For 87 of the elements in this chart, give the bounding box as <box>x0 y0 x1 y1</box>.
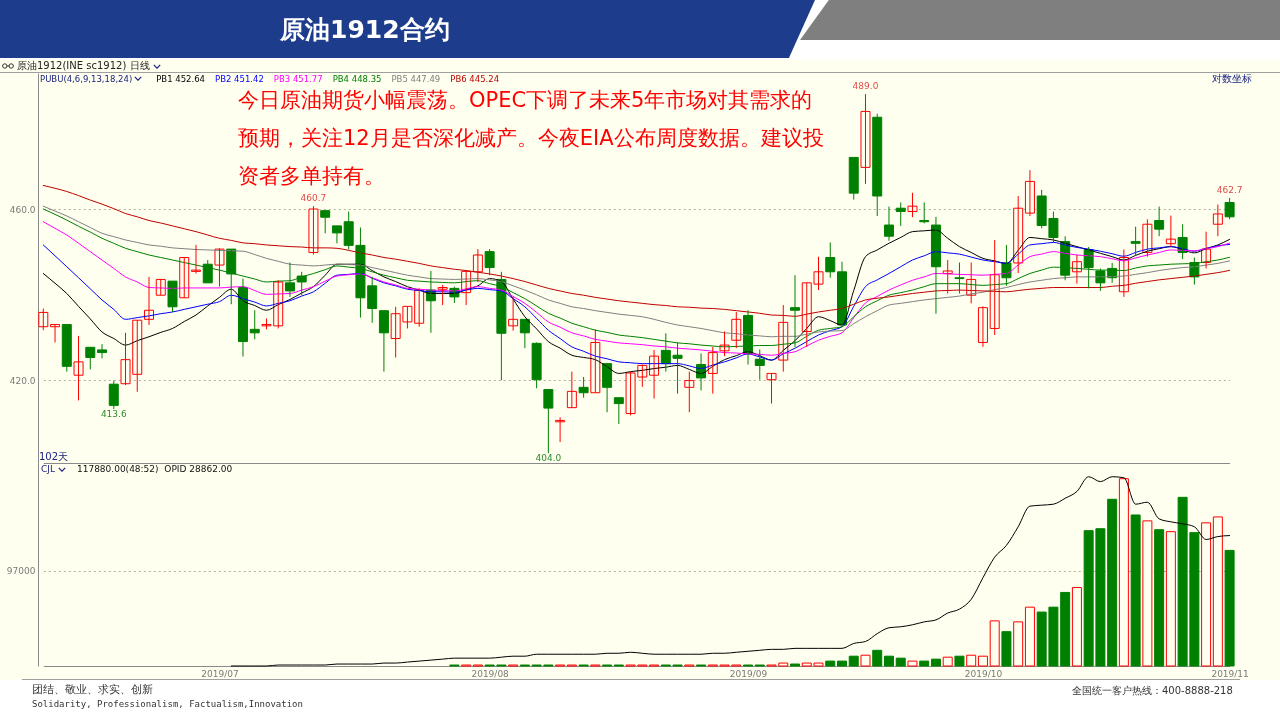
annotation: 对数坐标 <box>1212 72 1252 85</box>
candlestick <box>684 371 695 413</box>
bar <box>989 620 1000 667</box>
bar <box>883 655 894 667</box>
bar <box>919 660 930 667</box>
bar <box>860 654 871 667</box>
candlestick <box>766 372 777 405</box>
bar <box>1001 631 1012 667</box>
annotation: 今日原油期货小幅震荡。OPEC下调了未来5年市场对其需求的预期，关注12月是否深化减产。今夜EIA公布周度数据。建议投资者多单持有。 <box>238 88 824 188</box>
text: 团结、敬业、求实、创新 <box>32 683 153 697</box>
candlestick <box>872 113 883 217</box>
bar <box>1071 587 1082 667</box>
x-tick-label: 2019/11 <box>1211 668 1249 679</box>
bar <box>895 657 906 667</box>
candlestick <box>308 205 319 256</box>
candlestick <box>73 335 84 401</box>
x-tick-label: 2019/07 <box>201 668 239 679</box>
text: PB5 447.49 <box>391 73 441 84</box>
bar <box>1224 549 1235 667</box>
y-tick-label: 420.0 <box>9 375 36 386</box>
text: PB4 448.35 <box>332 73 382 84</box>
candlestick <box>1224 197 1235 220</box>
candlestick <box>954 262 965 294</box>
bar <box>930 658 941 667</box>
bar <box>872 649 883 667</box>
candlestick <box>155 278 166 296</box>
bar <box>977 655 988 667</box>
x-tick-label: 2019/10 <box>964 668 1003 679</box>
candlestick <box>437 284 448 306</box>
bar <box>1118 478 1129 667</box>
candlestick <box>543 389 554 454</box>
candlestick <box>484 248 495 276</box>
candlestick <box>108 380 119 410</box>
annotation: 460.7 <box>300 193 327 204</box>
bar <box>837 660 847 667</box>
candlestick <box>1142 218 1153 258</box>
bar <box>848 655 859 667</box>
text: PB1 452.64 <box>156 73 206 84</box>
bar <box>1013 621 1024 667</box>
chart-subtitle: 117880.00(48:52) OPID 28862.00 <box>76 464 233 474</box>
candlestick <box>85 346 96 370</box>
text: PB6 445.24 <box>450 73 500 84</box>
chart-title: 原油1912合约 <box>280 14 450 46</box>
text: Solidarity, Professionalism, Factualism,Innovation <box>32 699 303 710</box>
candlestick <box>97 343 108 359</box>
candlestick <box>848 156 859 201</box>
bar <box>1142 520 1153 667</box>
annotation: 404.0 <box>535 453 562 464</box>
bar <box>1130 514 1141 667</box>
bar <box>907 660 918 667</box>
candlestick <box>296 271 307 296</box>
annotation: 462.7 <box>1216 185 1243 196</box>
candlestick <box>907 192 918 218</box>
candlestick <box>1130 226 1141 256</box>
candlestick <box>320 210 331 234</box>
annotation: 413.6 <box>100 409 127 420</box>
candlestick <box>61 324 72 373</box>
chart-subtitle: 原油1912(INE sc1912) 日线 <box>17 59 150 73</box>
chart-title: CJL <box>41 464 55 474</box>
candlestick <box>613 397 624 425</box>
bar <box>1154 529 1165 667</box>
candlestick <box>578 376 589 399</box>
x-tick-label: 2019/08 <box>471 668 510 679</box>
candlestick <box>167 280 178 313</box>
candlestick <box>531 341 542 389</box>
bar <box>1212 516 1223 667</box>
bar <box>1201 522 1212 667</box>
y-tick-label: 460.0 <box>9 204 36 215</box>
bar <box>1165 531 1176 667</box>
candlestick <box>214 247 225 288</box>
annotation: 102天 <box>39 450 69 463</box>
bar <box>966 654 977 667</box>
candlestick <box>860 93 871 185</box>
text: 全国统一客户热线：400-8888-218 <box>1072 684 1233 697</box>
legend-title: PUBU(4,6,9,13,18,24) <box>40 73 133 84</box>
bar <box>1024 606 1035 667</box>
x-tick-label: 2019/09 <box>729 668 768 679</box>
text: PB2 451.42 <box>215 73 264 84</box>
bar <box>825 660 836 667</box>
bar <box>954 655 965 667</box>
candlestick <box>179 256 190 299</box>
candlestick <box>331 225 342 244</box>
annotation: 489.0 <box>852 81 879 92</box>
y-tick-label: 97000 <box>6 566 36 577</box>
bar <box>942 656 953 667</box>
text: PB3 451.77 <box>273 73 323 84</box>
candlestick <box>190 244 201 274</box>
